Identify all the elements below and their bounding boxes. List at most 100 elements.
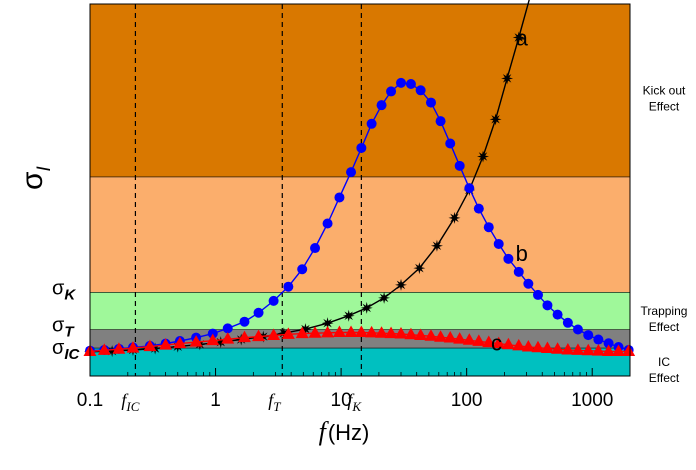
x-tick-label: 1000 <box>571 390 613 411</box>
series-c-point <box>143 339 157 352</box>
series-a-point <box>448 211 461 224</box>
vline-label-ic: fIC <box>121 390 139 414</box>
series-b-point <box>503 253 514 264</box>
series-a-point <box>512 31 525 44</box>
series-b-point <box>283 281 294 292</box>
series-b-point <box>464 183 475 194</box>
series-c-point <box>354 325 368 337</box>
series-a-point <box>489 113 502 126</box>
series-c-point <box>332 325 346 337</box>
region-label: Trapping <box>641 304 688 318</box>
region-middle <box>90 176 630 293</box>
series-a-point <box>321 317 334 330</box>
series-c-point <box>404 327 418 340</box>
series-b-point <box>396 77 407 88</box>
series-b-point <box>425 97 436 108</box>
series-b-point <box>454 160 465 171</box>
region-label: Effect <box>649 320 680 334</box>
series-c-label: c <box>491 331 502 356</box>
series-b-point <box>415 85 426 96</box>
series-c-point <box>561 342 575 355</box>
series-b-point <box>435 116 446 127</box>
series-c-point <box>501 337 515 350</box>
series-c-point <box>189 335 203 347</box>
plot-frame <box>89 3 631 377</box>
y-level-sigma-t: σT <box>52 315 75 341</box>
series-c-point <box>434 330 448 342</box>
series-b-point <box>532 289 543 300</box>
x-axis: 0.1 1 10 100 1000 <box>77 368 631 411</box>
series-c-point <box>206 333 220 346</box>
series-c-point <box>612 344 626 356</box>
series-c-point <box>512 338 526 351</box>
series-c-point <box>424 329 438 341</box>
series-c-point <box>521 339 535 352</box>
series-b-point <box>493 238 504 249</box>
series-b-point <box>513 266 524 277</box>
series-b-point <box>572 324 583 335</box>
series-c-point <box>571 343 585 355</box>
series-a-point <box>477 150 490 163</box>
series-c-point <box>344 325 358 337</box>
frequency-markers: fIC fT fK <box>121 4 362 414</box>
series-c-point <box>394 326 408 339</box>
series-b-point <box>552 309 563 320</box>
axis-titles: f(Hz) σI <box>16 165 369 446</box>
series-a-point <box>413 262 426 275</box>
series-c-point <box>482 335 496 348</box>
series-b-point <box>310 243 321 254</box>
series-c-point <box>591 344 605 356</box>
series-c-point <box>551 342 565 354</box>
series-b-label: b <box>516 241 528 266</box>
series-a-point <box>342 309 355 322</box>
series-a-point <box>360 301 373 314</box>
series-c-point <box>173 336 187 349</box>
series-b-point <box>583 330 594 341</box>
series-c-point <box>443 331 457 343</box>
region-labels: Kick out Effect Trapping Effect IC Effect <box>641 83 688 385</box>
series-c-point <box>492 336 506 349</box>
series-b-point <box>297 264 308 275</box>
series-b-point <box>253 307 264 318</box>
region-ic-effect <box>90 348 630 376</box>
series-a-point <box>395 278 408 291</box>
series-b-point <box>268 295 279 306</box>
x-axis-title: f(Hz) <box>319 417 370 446</box>
region-label: Effect <box>649 371 680 385</box>
series-c-point <box>414 328 428 340</box>
series-c-point <box>112 342 126 354</box>
series-b-point <box>356 142 367 153</box>
series-c-point <box>622 344 636 356</box>
series-c-point <box>472 334 486 346</box>
series-c-point <box>308 326 322 338</box>
series-b-point <box>376 100 387 111</box>
series-b-point <box>405 78 416 89</box>
x-tick-label: 1 <box>210 390 221 411</box>
series-b-point <box>239 316 250 327</box>
region-label: Kick out <box>643 83 686 97</box>
series-c-point <box>453 332 467 344</box>
series-b-point <box>366 118 377 129</box>
series-c-point <box>159 338 173 350</box>
series-b-point <box>593 334 604 345</box>
x-tick-label: 10 <box>331 390 352 411</box>
series-b-point <box>483 222 494 233</box>
series-b-point <box>473 203 484 214</box>
series-c-point <box>281 327 295 339</box>
series-b-point <box>222 323 233 334</box>
series-c: c <box>83 325 636 356</box>
series-c-point <box>267 328 281 340</box>
series-a-point <box>378 291 391 304</box>
series-c-point <box>237 330 251 343</box>
region-label: Effect <box>649 99 680 113</box>
series-a-point <box>501 72 514 85</box>
series-c-point <box>221 332 235 344</box>
series-c-point <box>295 326 309 339</box>
x-tick-label: 0.1 <box>77 390 103 411</box>
series-b-point <box>346 167 357 178</box>
series-c-point <box>365 325 379 338</box>
series-b-point <box>542 300 553 311</box>
series-c-point <box>252 329 266 342</box>
series-c-point <box>126 341 140 353</box>
